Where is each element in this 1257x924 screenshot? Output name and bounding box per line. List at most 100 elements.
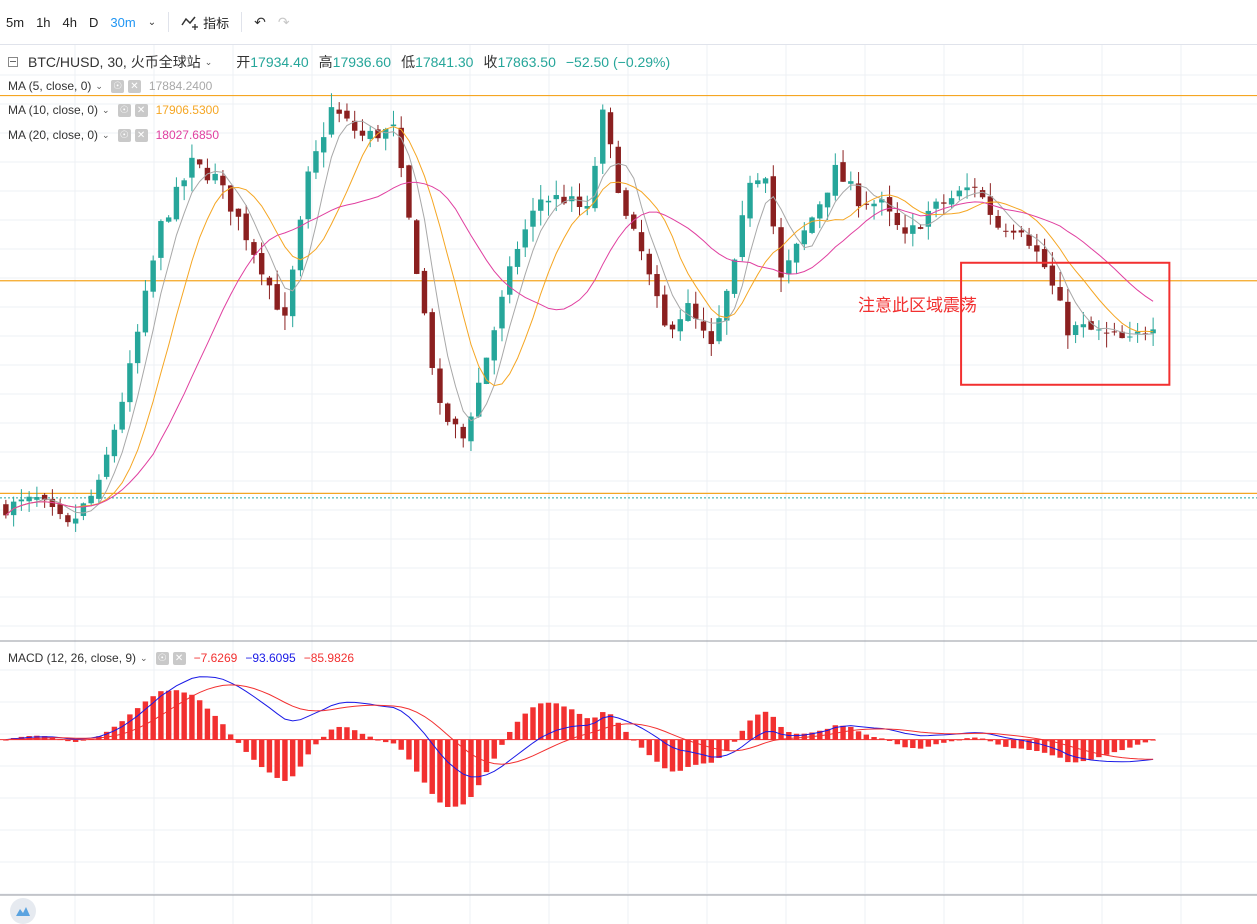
macd-hist-bar [351,730,358,740]
timeframe-1h[interactable]: 1h [36,14,51,30]
toolbar-divider [241,12,243,32]
candle-body [1065,301,1071,336]
candle-body [561,196,567,204]
candle-body [41,494,48,501]
candle-body [266,277,273,286]
chevron-down-icon[interactable]: ⌄ [204,56,213,67]
macd-hist-bar [258,739,265,768]
candle-body [553,195,559,200]
candle-body [320,137,327,153]
macd-hist-bar [793,733,800,740]
macd-label[interactable]: MACD (12, 26, close, 9) [8,651,137,665]
macd-hist-bar [289,739,296,777]
candle-body [18,499,25,502]
candle-body [631,214,637,229]
macd-hist-bar [88,739,94,741]
candle-body [646,253,652,275]
redo-icon[interactable]: ↷ [277,13,290,30]
macd-hist-bar [1150,739,1156,741]
eye-icon[interactable]: ☉ [110,79,124,93]
timeframe-4h[interactable]: 4h [62,14,77,30]
macd-hist-bar [390,739,397,744]
candle-body [607,112,614,145]
candle-body [88,495,94,504]
macd-hist-bar [1010,739,1017,749]
candle-body [739,215,745,258]
timeframe-d[interactable]: D [89,14,99,30]
candle-body [452,418,459,425]
eye-icon[interactable]: ☉ [117,128,131,142]
indicators-button[interactable]: 指标 [175,13,235,32]
candle-body [1026,234,1032,246]
ma5-line [5,120,1154,516]
macd-hist-bar [414,739,420,772]
toolbar-divider [168,12,170,32]
macd-hist-bar [80,739,87,741]
chevron-down-icon[interactable]: ⌄ [95,80,103,91]
timeframe-5m[interactable]: 5m [6,14,25,30]
macd-hist-bar [584,718,590,740]
macd-hist-bar [848,726,854,740]
candle-body [917,227,924,229]
candle-body [514,248,521,267]
macd-hist-bar [708,739,714,763]
eye-icon[interactable]: ☉ [155,651,169,665]
macd-hist-bar [359,733,366,740]
candle-body [1119,331,1125,339]
macd-hist-bar [491,739,497,759]
candle-body [941,202,947,204]
macd-hist-bar [1018,739,1025,749]
timeframe-30m[interactable]: 30m [110,14,136,30]
close-icon[interactable]: ✕ [127,79,141,93]
macd-hist-bar [483,739,490,773]
close-icon[interactable]: ✕ [134,128,148,142]
chevron-down-icon[interactable]: ⌄ [147,16,157,28]
macd-hist-bar [507,731,513,740]
macd-hist-bar [150,696,156,740]
macd-hist-bar [220,724,226,740]
candle-body [282,307,288,316]
close-value: 17863.50 [497,54,556,70]
macd-hist-bar [297,739,304,767]
macd-hist-bar [615,722,621,740]
indicators-icon [181,16,199,30]
close-icon[interactable]: ✕ [172,651,186,665]
candle-body [134,331,141,364]
macd-hist-bar [840,725,846,740]
candle-body [476,382,482,417]
candle-body [80,503,87,516]
candle-body [747,182,753,219]
collapse-icon[interactable] [8,57,18,67]
candle-body [662,294,668,326]
macd-hist-bar [778,726,784,740]
candle-body [414,220,420,274]
candle-body [522,229,528,248]
annotation-text[interactable]: 注意此区域震荡 [858,296,977,315]
symbol-title[interactable]: BTC/HUSD, 30, 火币全球站 [28,54,201,70]
candle-body [979,190,986,198]
macd-hist-bar [1026,739,1032,750]
macd-hist-bar [755,714,761,740]
close-icon[interactable]: ✕ [134,103,148,117]
candle-body [103,454,110,477]
macd-hist-bar [398,739,404,750]
macd-hist-bar [855,731,862,740]
chevron-down-icon[interactable]: ⌄ [140,652,148,663]
macd-hist-bar [879,738,885,740]
macd-hist-bar [375,739,381,741]
chevron-down-icon[interactable]: ⌄ [102,104,110,115]
candle-body [576,196,583,208]
ma10-label[interactable]: MA (10, close, 0) [8,103,99,117]
candle-body [615,146,621,193]
chevron-down-icon[interactable]: ⌄ [102,129,110,140]
macd-hist-bar [762,711,769,740]
candle-body [119,401,125,430]
candle-body [793,243,800,263]
ma20-label[interactable]: MA (20, close, 0) [8,128,99,142]
ma5-label[interactable]: MA (5, close, 0) [8,79,92,93]
eye-icon[interactable]: ☉ [117,103,131,117]
macd-hist-bar [871,737,877,740]
undo-icon[interactable]: ↶ [254,13,266,30]
macd-hist-bar [189,694,195,740]
